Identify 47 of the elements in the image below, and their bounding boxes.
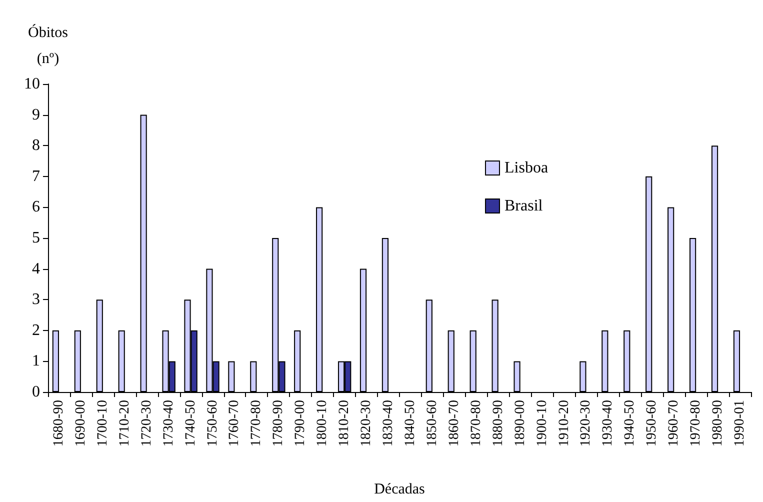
x-tick-label: 1740-50	[183, 400, 198, 447]
x-tick-label: 1770-80	[249, 400, 264, 447]
y-tick-label: 9	[32, 106, 40, 124]
y-tick-label: 0	[32, 384, 40, 400]
x-tick-label: 1810-20	[337, 400, 352, 447]
x-tick-label: 1730-40	[161, 400, 176, 447]
y-tick-label: 7	[32, 168, 40, 185]
y-tick-label: 3	[32, 291, 40, 308]
x-tick-label: 1690-00	[73, 400, 88, 447]
x-tick-label: 1850-60	[424, 400, 440, 447]
y-tick-label: 8	[32, 137, 40, 154]
x-tick-label: 1830-40	[381, 400, 396, 447]
y-axis-title: Óbitos (nº)	[28, 24, 68, 67]
x-tick-label: 1940-50	[622, 400, 638, 447]
y-tick-label: 10	[24, 76, 40, 92]
x-tick-label: 1890-00	[512, 400, 528, 447]
y-tick-label: 1	[32, 352, 40, 370]
x-tick-label: 1920-30	[578, 400, 594, 447]
x-tick-label: 1970-80	[688, 400, 704, 447]
x-tick-label: 1840-50	[402, 400, 418, 447]
x-tick-label: 1980-90	[710, 400, 726, 447]
x-tick-label: 1800-10	[315, 400, 330, 447]
x-axis-title: Décadas	[374, 482, 426, 498]
x-tick-label: 1750-60	[205, 400, 220, 447]
x-tick-label: 1710-20	[117, 400, 132, 447]
x-tick-label: 1700-10	[95, 400, 110, 447]
x-tick-label: 1790-00	[293, 400, 308, 447]
y-tick-label: 4	[32, 260, 40, 278]
x-tick-label: 1820-30	[359, 400, 374, 447]
x-tick-label: 1960-70	[666, 400, 682, 447]
x-tick-label: 1910-20	[556, 400, 572, 447]
legend-label: Brasil	[504, 198, 544, 214]
x-tick-label: 1870-80	[468, 400, 484, 447]
legend-label: Lisboa	[504, 160, 548, 176]
x-tick-label: 1880-90	[490, 400, 506, 447]
x-tick-label: 1990-01	[732, 400, 748, 447]
y-tick-label: 2	[32, 322, 40, 339]
x-tick-label: 1780-90	[271, 400, 286, 447]
y-tick-label: 6	[32, 198, 40, 216]
x-tick-label: 1720-30	[139, 400, 154, 447]
x-tick-label: 1900-10	[534, 400, 550, 447]
x-tick-label: 1680-90	[51, 400, 66, 447]
x-tick-label: 1860-70	[446, 400, 462, 447]
x-tick-label: 1930-40	[600, 400, 616, 447]
y-tick-label: 5	[32, 230, 40, 246]
x-tick-label: 1950-60	[644, 400, 660, 447]
x-tick-label: 1760-70	[227, 400, 242, 447]
